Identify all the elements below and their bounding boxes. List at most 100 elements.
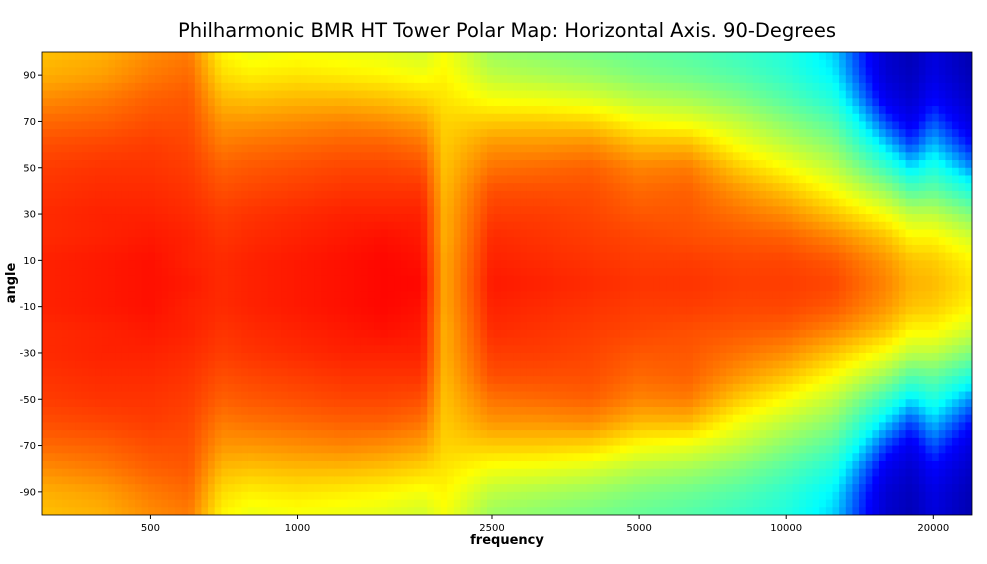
heatmap-cell — [247, 445, 256, 454]
heatmap-cell — [487, 82, 495, 92]
heatmap-cell — [81, 445, 90, 454]
heatmap-cell — [480, 453, 488, 462]
heatmap-cell — [334, 437, 342, 447]
heatmap-cell — [540, 507, 548, 515]
heatmap-cell — [228, 414, 236, 423]
heatmap-cell — [367, 144, 375, 153]
heatmap-cell — [48, 383, 56, 393]
heatmap-cell — [148, 360, 156, 369]
heatmap-cell — [427, 221, 435, 231]
heatmap-cell — [75, 214, 83, 223]
heatmap-cell — [48, 98, 56, 107]
heatmap-cell — [467, 144, 475, 153]
heatmap-cell — [354, 198, 362, 207]
heatmap-cell — [580, 291, 588, 300]
heatmap-cell — [480, 391, 488, 400]
heatmap-cell — [247, 113, 256, 123]
heatmap-cell — [208, 229, 216, 238]
heatmap-cell — [493, 129, 501, 138]
heatmap-cell — [88, 152, 96, 161]
heatmap-cell — [214, 291, 222, 300]
heatmap-cell — [208, 275, 216, 285]
heatmap-cell — [148, 98, 156, 107]
heatmap-cell — [75, 221, 83, 231]
heatmap-cell — [81, 121, 90, 130]
heatmap-cell — [513, 460, 521, 470]
heatmap-cell — [314, 106, 322, 115]
heatmap-cell — [580, 268, 588, 277]
heatmap-cell — [55, 113, 63, 123]
heatmap-cell — [566, 144, 575, 153]
heatmap-cell — [540, 337, 548, 346]
heatmap-cell — [420, 337, 428, 346]
heatmap-cell — [214, 175, 222, 184]
heatmap-cell — [546, 214, 555, 223]
heatmap-cell — [281, 98, 289, 107]
heatmap-cell — [128, 136, 136, 146]
heatmap-cell — [168, 329, 176, 339]
heatmap-cell — [101, 484, 110, 493]
heatmap-cell — [473, 244, 482, 254]
heatmap-cell — [148, 306, 156, 315]
heatmap-cell — [507, 244, 515, 254]
heatmap-cell — [433, 214, 442, 223]
heatmap-cell — [420, 260, 428, 269]
heatmap-cell — [254, 221, 262, 231]
heatmap-cell — [347, 229, 355, 238]
heatmap-cell — [427, 314, 435, 323]
heatmap-cell — [573, 52, 581, 61]
heatmap-cell — [367, 360, 375, 369]
heatmap-cell — [327, 98, 335, 107]
heatmap-cell — [407, 82, 415, 92]
heatmap-cell — [247, 322, 256, 331]
heatmap-cell — [95, 113, 103, 123]
heatmap-cell — [141, 229, 149, 238]
heatmap-cell — [513, 283, 521, 292]
heatmap-cell — [228, 268, 236, 277]
heatmap-cell — [460, 322, 468, 331]
heatmap-cell — [214, 260, 222, 269]
heatmap-cell — [261, 422, 269, 431]
heatmap-cell — [154, 337, 163, 346]
heatmap-cell — [221, 376, 229, 385]
heatmap-cell — [354, 214, 362, 223]
heatmap-cell — [460, 113, 468, 123]
heatmap-cell — [560, 90, 568, 99]
heatmap-cell — [234, 360, 242, 369]
heatmap-cell — [566, 121, 575, 130]
heatmap-cell — [327, 352, 335, 362]
heatmap-cell — [460, 376, 468, 385]
heatmap-cell — [267, 314, 276, 323]
heatmap-cell — [68, 75, 76, 84]
heatmap-cell — [440, 275, 448, 285]
heatmap-cell — [354, 52, 362, 61]
heatmap-cell — [480, 291, 488, 300]
heatmap-cell — [241, 244, 249, 254]
heatmap-cell — [467, 391, 475, 400]
heatmap-cell — [88, 322, 96, 331]
heatmap-cell — [453, 175, 462, 184]
heatmap-cell — [75, 291, 83, 300]
heatmap-cell — [314, 59, 322, 69]
heatmap-cell — [407, 352, 415, 362]
heatmap-cell — [540, 399, 548, 408]
heatmap-cell — [394, 106, 402, 115]
heatmap-cell — [201, 106, 209, 115]
heatmap-cell — [334, 445, 342, 454]
heatmap-cell — [88, 352, 96, 362]
heatmap-cell — [580, 499, 588, 508]
heatmap-cell — [586, 106, 594, 115]
heatmap-cell — [168, 406, 176, 416]
heatmap-cell — [254, 136, 262, 146]
heatmap-cell — [447, 106, 455, 115]
heatmap-cell — [81, 129, 90, 138]
heatmap-cell — [128, 376, 136, 385]
heatmap-cell — [580, 368, 588, 377]
heatmap-cell — [520, 152, 528, 161]
heatmap-cell — [400, 152, 408, 161]
heatmap-cell — [61, 507, 70, 515]
heatmap-cell — [513, 152, 521, 161]
heatmap-cell — [174, 52, 183, 61]
heatmap-cell — [254, 260, 262, 269]
heatmap-cell — [201, 237, 209, 246]
